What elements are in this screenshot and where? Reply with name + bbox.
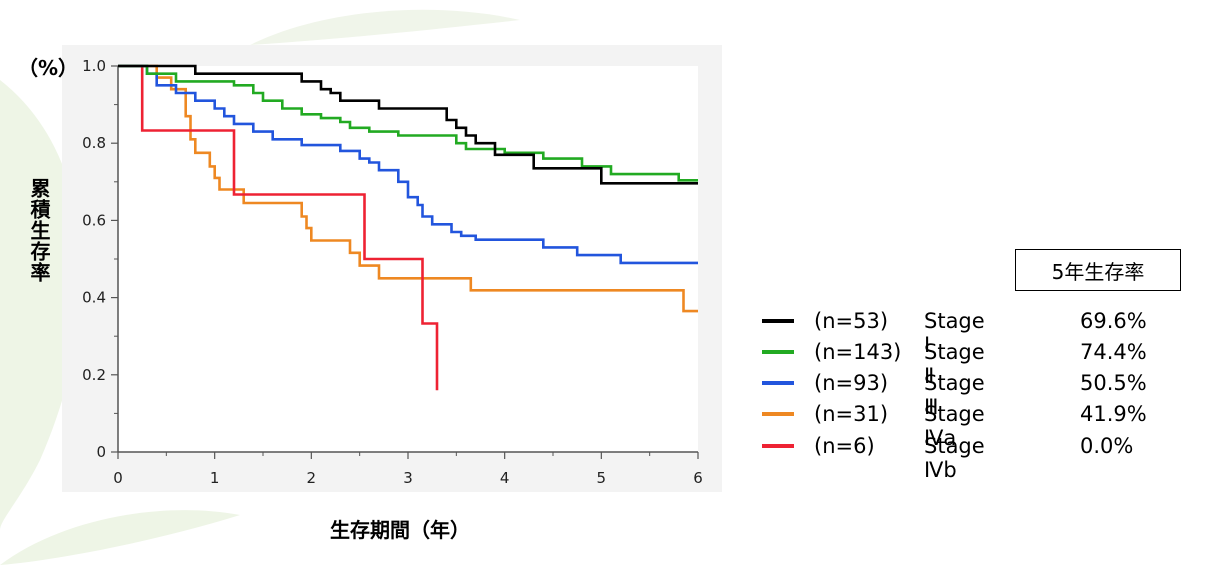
legend-n: (n=143) [814,340,902,364]
x-tick-label: 6 [693,469,703,487]
x-tick-label: 4 [500,469,510,487]
legend-rate: 41.9% [1080,402,1147,426]
y-tick-label: 0.2 [82,366,106,384]
legend-n: (n=6) [814,434,875,458]
x-tick-label: 2 [307,469,317,487]
y-tick-label: 0 [96,443,106,461]
y-tick-label: 1.0 [82,57,106,75]
five-year-survival-header: 5年生存率 [1015,249,1181,291]
x-axis-label: 生存期間（年） [330,518,470,542]
series-line-5 [118,64,439,391]
legend-rate: 50.5% [1080,371,1147,395]
background-leaf-left [0,80,83,530]
legend-stage: Stage Ⅲ [924,371,985,419]
legend-n: (n=93) [814,371,889,395]
legend-swatch [762,444,794,448]
legend-rate: 0.0% [1080,434,1134,458]
background-leaf-bottom [0,510,240,565]
legend-swatch [762,381,794,385]
legend-swatch [762,319,794,323]
legend-n: (n=53) [814,309,889,333]
legend-stage: Stage Ⅰ [924,309,985,357]
series-line-1 [118,64,698,185]
legend-stage: Stage Ⅳb [924,434,985,482]
x-tick-label: 1 [210,469,220,487]
series-line-4 [118,64,698,313]
y-tick-label: 0.8 [82,134,106,152]
y-unit-label: （%） [18,56,79,80]
background-leaf-top [250,9,520,45]
legend-swatch [762,350,794,354]
legend-swatch [762,412,794,416]
legend-rate: 69.6% [1080,309,1147,333]
y-axis-label: 累積生存率 [27,178,51,283]
x-tick-label: 3 [403,469,413,487]
legend-rate: 74.4% [1080,340,1147,364]
legend-stage: Stage Ⅳa [924,402,985,450]
series-line-3 [118,64,698,265]
legend-n: (n=31) [814,402,889,426]
x-tick-label: 5 [597,469,607,487]
legend-stage: Stage Ⅱ [924,340,985,388]
y-tick-label: 0.6 [82,211,106,229]
series-line-2 [118,64,698,182]
y-tick-label: 0.4 [82,289,106,307]
x-tick-label: 0 [113,469,123,487]
